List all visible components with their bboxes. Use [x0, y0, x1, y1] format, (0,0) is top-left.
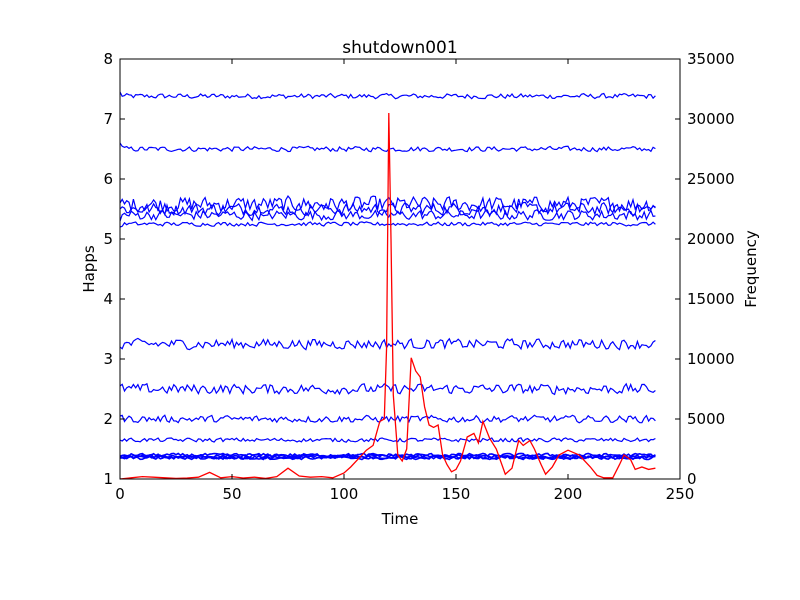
- y-tick-label: 5: [103, 230, 113, 248]
- y2-axis-label: Frequency: [742, 230, 760, 308]
- frequency-series-line: [119, 112, 656, 480]
- y-tick-label: 3: [103, 350, 113, 368]
- happs-series-line: [119, 142, 656, 153]
- x-axis-label: Time: [381, 510, 419, 528]
- y2-tick-label: 0: [687, 470, 697, 488]
- y2-tick-label: 20000: [687, 230, 735, 248]
- plot-frame: [119, 58, 681, 480]
- ticks-layer: 0 50 100 150 200 250 1 2 3 4 5 6 7 8 0 5000 10000 15000 20…: [103, 50, 734, 503]
- happs-series-line: [119, 437, 656, 443]
- x-tick-label: 0: [115, 485, 125, 503]
- x-tick-label: 50: [222, 485, 241, 503]
- x-tick-label: 200: [554, 485, 583, 503]
- plot-area: [120, 59, 680, 479]
- x-tick-label: 150: [442, 485, 471, 503]
- y-tick-label: 6: [103, 170, 113, 188]
- happs-series-line: [119, 452, 656, 458]
- y2-tick-label: 35000: [687, 50, 735, 68]
- happs-series-line: [119, 414, 656, 424]
- y2-tick-label: 25000: [687, 170, 735, 188]
- series-layer: [119, 91, 656, 480]
- y2-tick-label: 10000: [687, 350, 735, 368]
- y-tick-label: 4: [103, 290, 113, 308]
- chart-title: shutdown001: [342, 38, 457, 58]
- x-tick-label: 100: [330, 485, 359, 503]
- happs-series-line: [119, 382, 656, 396]
- happs-series-line: [119, 91, 656, 100]
- y-tick-label: 2: [103, 410, 113, 428]
- happs-series-line: [119, 337, 656, 351]
- x-tick-label: 250: [666, 485, 695, 503]
- y-tick-label: 7: [103, 110, 113, 128]
- y-axis-label: Happs: [80, 245, 98, 293]
- y2-tick-label: 15000: [687, 290, 735, 308]
- y-tick-label: 1: [103, 470, 113, 488]
- y2-tick-label: 30000: [687, 110, 735, 128]
- y2-tick-label: 5000: [687, 410, 725, 428]
- y-tick-label: 8: [103, 50, 113, 68]
- happs-series-line: [119, 455, 656, 461]
